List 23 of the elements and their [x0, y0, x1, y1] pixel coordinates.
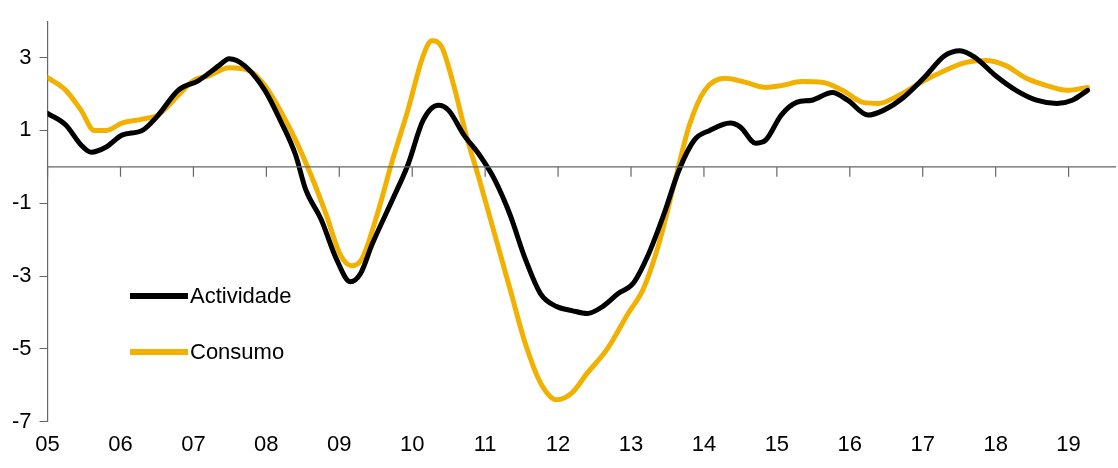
x-tick-label: 16	[837, 430, 863, 456]
x-tick-label: 05	[35, 430, 60, 456]
x-tick-label: 07	[181, 430, 206, 456]
x-tick-label: 11	[473, 430, 497, 456]
y-tick-label: -7	[12, 407, 32, 433]
x-tick-label: 09	[327, 430, 352, 456]
x-tick-label: 08	[254, 430, 279, 456]
x-tick-label: 14	[691, 430, 717, 456]
y-tick-label: -5	[12, 334, 32, 360]
y-tick-label: -1	[12, 189, 32, 215]
x-tick-label: 19	[1056, 430, 1081, 456]
y-tick-label: 1	[19, 116, 32, 142]
x-tick-label: 10	[399, 430, 425, 456]
x-tick-label: 06	[108, 430, 133, 456]
y-tick-label: -3	[12, 262, 32, 288]
x-tick-label: 17	[910, 430, 935, 456]
x-tick-label: 12	[545, 430, 571, 456]
y-tick-label: 3	[19, 43, 32, 69]
legend-label: Actividade	[190, 283, 292, 309]
x-tick-label: 18	[983, 430, 1008, 456]
x-tick-label: 15	[764, 430, 790, 456]
x-tick-label: 13	[618, 430, 644, 456]
legend-label: Consumo	[190, 339, 285, 365]
